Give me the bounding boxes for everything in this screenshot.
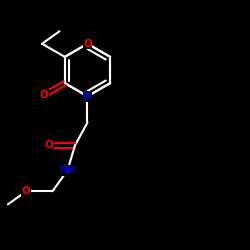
Text: N: N: [83, 91, 92, 101]
Text: O: O: [44, 140, 53, 150]
Text: O: O: [40, 90, 48, 100]
Text: O: O: [22, 186, 30, 196]
Text: O: O: [83, 39, 92, 49]
Text: NH: NH: [59, 165, 76, 175]
